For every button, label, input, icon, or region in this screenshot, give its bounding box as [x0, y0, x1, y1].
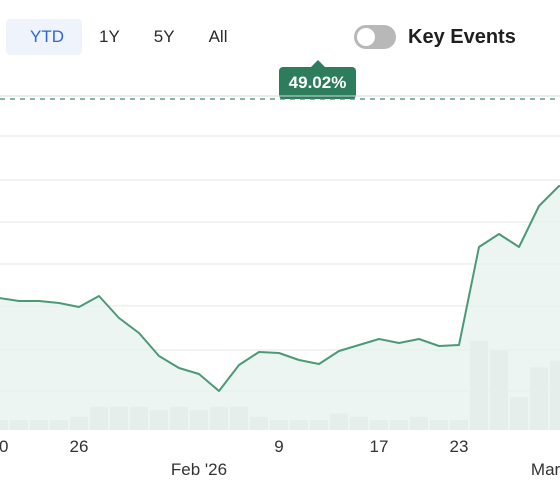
key-events-switch[interactable]: [354, 25, 396, 49]
x-tick-label: 26: [70, 437, 89, 456]
key-events-label: Key Events: [408, 25, 516, 48]
price-area: [0, 186, 560, 430]
x-tick-label: 9: [274, 437, 283, 456]
tab-ytd[interactable]: YTD: [6, 19, 82, 55]
price-line: [0, 185, 560, 392]
percent-change-badge: 49.02%: [279, 60, 356, 99]
x-tick-label: 20: [0, 437, 8, 456]
switch-knob: [357, 28, 375, 46]
x-tick-label: 23: [450, 437, 469, 456]
x-tick-label: 17: [370, 437, 389, 456]
key-events-toggle-group: Key Events: [354, 25, 516, 49]
x-month-label: Mar '26: [531, 460, 560, 479]
x-month-label: Feb '26: [171, 460, 227, 479]
tab-5y[interactable]: 5Y: [153, 27, 175, 46]
tab-all[interactable]: All: [208, 27, 228, 46]
range-tabs: YTD 1Y 5Y All: [0, 18, 245, 56]
tab-1y[interactable]: 1Y: [99, 27, 120, 46]
